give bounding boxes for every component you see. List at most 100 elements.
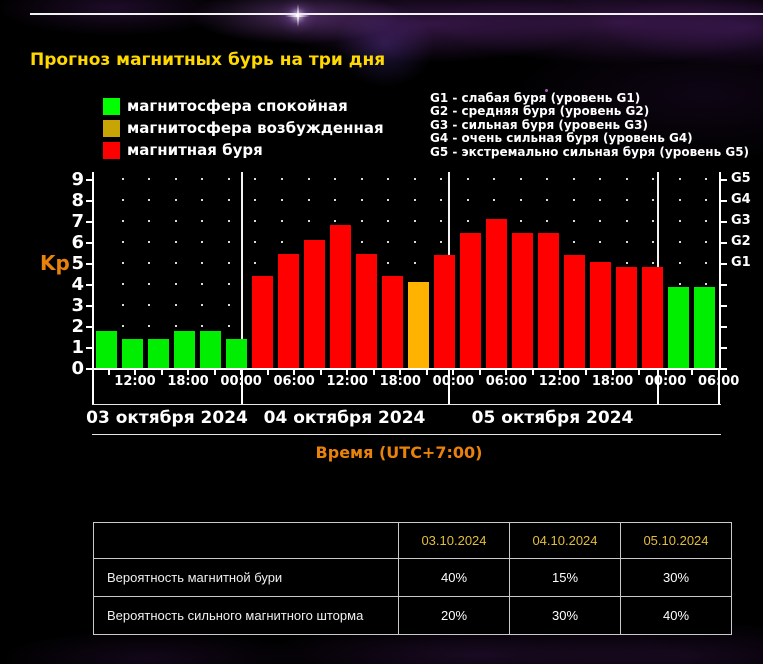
table-value-cell: 40% (398, 558, 510, 597)
y-tick-label: 6 (71, 232, 84, 253)
x-tick (531, 370, 534, 375)
x-tick (266, 370, 269, 375)
y-tick-right (720, 305, 727, 307)
grid-dot (440, 178, 443, 180)
grid-dot (254, 262, 257, 264)
grid-dot (440, 199, 443, 201)
grid-dot (652, 220, 655, 222)
top-divider-line (30, 13, 763, 15)
grid-dot (227, 178, 230, 180)
y-tick-label: 2 (71, 316, 84, 337)
kp-bar-day2 (278, 254, 299, 368)
grid-dot (227, 241, 230, 243)
grid-dot (227, 220, 230, 222)
grid-dot (201, 220, 204, 222)
g-level-label: G4 (731, 192, 751, 207)
grid-dot (678, 178, 681, 180)
grid-dot (280, 178, 283, 180)
grid-dot (572, 178, 575, 180)
x-tick (611, 370, 614, 375)
grid-dot (625, 262, 628, 264)
table-date-header: 05.10.2024 (620, 522, 732, 559)
x-tick (293, 370, 296, 375)
grid-dot (334, 199, 337, 201)
kp-bar-day1 (226, 339, 247, 368)
kp-bar-day3 (538, 233, 559, 368)
y-tick-right (720, 200, 727, 202)
kp-legend: магнитосфера спокойная магнитосфера возбу… (103, 95, 384, 161)
kp-bar-day3 (512, 233, 533, 368)
table-value-cell: 30% (620, 558, 732, 597)
x-tick (107, 370, 110, 375)
grid-dot (148, 199, 151, 201)
day-boundary-tick (656, 370, 659, 404)
grid-dot (466, 178, 469, 180)
table-value-cell: 40% (620, 596, 732, 635)
x-tick (425, 370, 428, 375)
g-level-label: G2 (731, 234, 751, 249)
grid-dot (519, 199, 522, 201)
date-label: 04 октября 2024 (263, 408, 426, 428)
y-tick-label: 7 (71, 211, 84, 232)
star-speck-icon (545, 89, 548, 92)
grid-dot (599, 220, 602, 222)
y-tick-right (720, 347, 727, 349)
y-tick-left (85, 305, 92, 307)
day-boundary-tick (717, 370, 720, 404)
y-tick-left (85, 284, 92, 286)
table-corner-cell (93, 522, 399, 559)
y-tick-label: 3 (71, 295, 84, 316)
table-header-row: 03.10.2024 04.10.2024 05.10.2024 (93, 522, 732, 559)
y-axis-title: Kp (40, 251, 70, 275)
y-tick-label: 5 (71, 253, 84, 274)
legend-swatch-active (103, 119, 120, 137)
grid-dot (705, 199, 708, 201)
kp-bar-day2 (330, 225, 351, 368)
grid-dot (174, 178, 177, 180)
grid-dot (387, 220, 390, 222)
grid-dot (201, 199, 204, 201)
kp-bar-day3 (616, 267, 637, 368)
kp-bar-day1 (122, 339, 143, 368)
grid-dot (652, 199, 655, 201)
grid-dot (678, 241, 681, 243)
grid-dot (121, 325, 124, 327)
table-value-cell: 30% (509, 596, 621, 635)
legend-item: магнитосфера возбужденная (103, 117, 384, 139)
y-tick-right (720, 242, 727, 244)
grid-dot (201, 283, 204, 285)
y-tick-label: 9 (71, 169, 84, 190)
x-tick (505, 370, 508, 375)
y-tick-label: 4 (71, 274, 84, 295)
x-tick (372, 370, 375, 375)
grid-dot (360, 199, 363, 201)
grid-dot (174, 199, 177, 201)
y-tick-label: 0 (71, 358, 84, 379)
grid-dot (572, 220, 575, 222)
grid-dot (254, 241, 257, 243)
grid-dot (121, 241, 124, 243)
table-date-header: 03.10.2024 (398, 522, 510, 559)
time-label: 12:00 (538, 374, 581, 389)
y-tick-left (85, 263, 92, 265)
grid-dot (440, 241, 443, 243)
grid-dot (227, 283, 230, 285)
x-tick (134, 370, 137, 375)
table-row: Вероятность сильного магнитного шторма 20… (93, 596, 732, 635)
table-row-label: Вероятность сильного магнитного шторма (93, 596, 399, 635)
grid-dot (201, 304, 204, 306)
grid-dot (174, 220, 177, 222)
grid-dot (121, 199, 124, 201)
grid-dot (387, 262, 390, 264)
g-level-label: G1 (731, 255, 751, 270)
grid-dot (387, 178, 390, 180)
time-label: 00:00 (432, 374, 475, 389)
grid-dot (705, 262, 708, 264)
y-tick-left (85, 242, 92, 244)
kp-bar-day2 (304, 240, 325, 368)
grid-dot (254, 199, 257, 201)
grid-dot (360, 178, 363, 180)
x-tick (691, 370, 694, 375)
grid-dot (466, 199, 469, 201)
